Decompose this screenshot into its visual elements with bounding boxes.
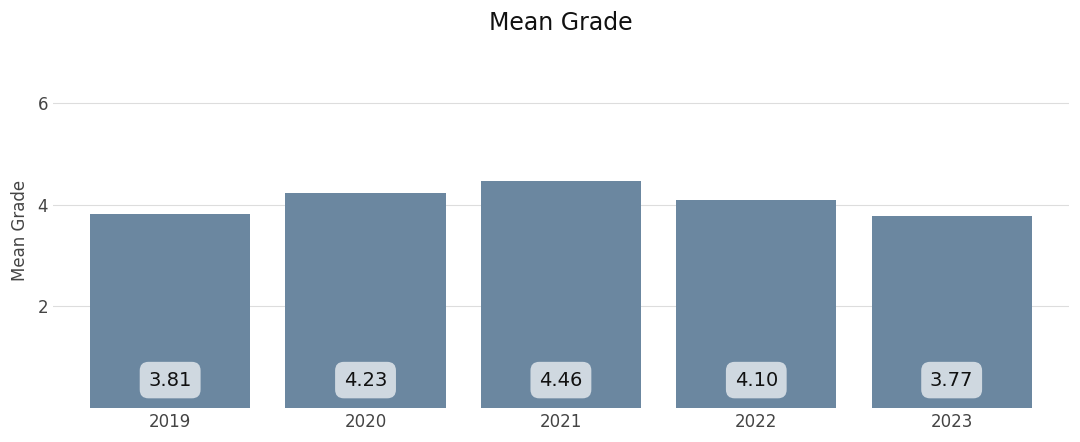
Text: 4.23: 4.23: [343, 370, 388, 389]
Text: 3.77: 3.77: [930, 370, 973, 389]
Bar: [872, 217, 1031, 408]
Text: 3.81: 3.81: [148, 370, 192, 389]
Bar: [285, 193, 446, 408]
Bar: [90, 214, 251, 408]
Text: 4.46: 4.46: [539, 370, 582, 389]
Title: Mean Grade: Mean Grade: [489, 11, 633, 35]
Text: 4.10: 4.10: [734, 370, 778, 389]
Bar: [481, 181, 642, 408]
Bar: [676, 200, 836, 408]
Y-axis label: Mean Grade: Mean Grade: [11, 179, 29, 281]
